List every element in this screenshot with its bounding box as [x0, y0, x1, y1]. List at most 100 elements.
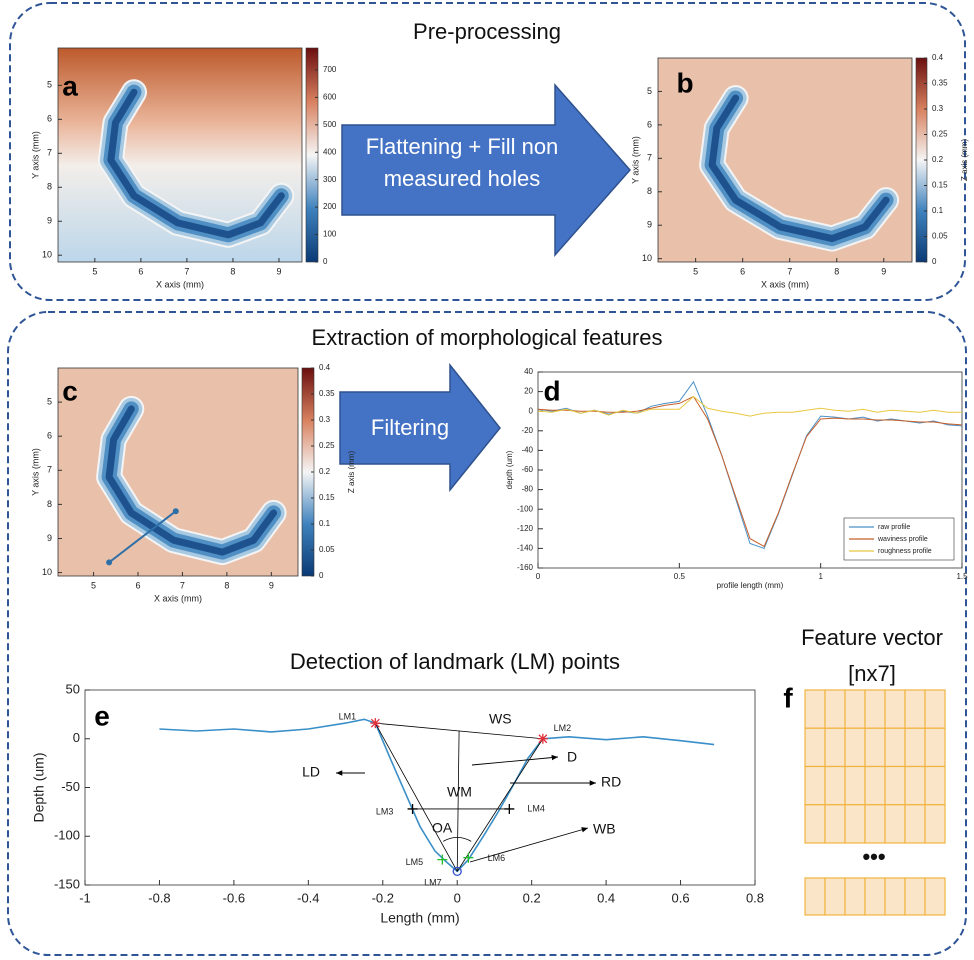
x-axis-label: X axis (mm)	[761, 279, 809, 289]
y-tick-label: 6	[47, 431, 52, 441]
x-tick-label: 0.4	[597, 890, 615, 905]
x-tick-label: 0.6	[672, 890, 690, 905]
x-tick-label: 7	[180, 580, 185, 590]
feature-cell	[885, 728, 905, 766]
y-tick-label: 10	[42, 567, 52, 577]
colorbar-label: 0.25	[932, 130, 948, 139]
arrow-label: Filtering	[371, 415, 449, 440]
legend-label: waviness profile	[877, 536, 928, 543]
y-tick-label: 6	[47, 114, 52, 124]
y-tick-label: 9	[47, 216, 52, 226]
colorbar-label: 0.4	[319, 363, 331, 372]
landmark-label: LM2	[554, 723, 572, 733]
feature-cell	[845, 805, 865, 843]
colorbar	[306, 48, 318, 262]
y-tick-label: 6	[647, 119, 652, 129]
feature-cell	[825, 805, 845, 843]
y-tick-label: -100	[517, 504, 534, 513]
landmark	[538, 734, 548, 744]
y-axis-label: Y axis (mm)	[30, 131, 40, 179]
feature-cell	[905, 767, 925, 805]
x-tick-label: -0.2	[372, 890, 394, 905]
landmark	[370, 718, 380, 728]
x-tick-label: -0.8	[148, 890, 170, 905]
landmark-label: LM1	[339, 712, 357, 722]
colorbar-label: 0.3	[319, 415, 331, 424]
feature-cell	[805, 878, 825, 915]
x-tick-label: 8	[834, 266, 839, 276]
feature-cell	[865, 690, 885, 728]
annotation: LD	[302, 764, 320, 780]
x-tick-label: 8	[230, 266, 235, 276]
y-tick-label: 10	[642, 253, 652, 263]
x-tick-label: -0.4	[297, 890, 319, 905]
y-tick-label: -80	[521, 485, 533, 494]
x-tick-label: 0	[536, 572, 541, 581]
feature-size: [nx7]	[848, 661, 896, 686]
feature-grid	[805, 690, 945, 915]
feature-cell	[845, 728, 865, 766]
landmark-label: LM3	[376, 806, 394, 816]
colorbar-label: 0.05	[319, 545, 335, 554]
feature-cell	[805, 767, 825, 805]
profile-end	[106, 559, 112, 565]
feature-cell	[825, 767, 845, 805]
y-tick-label: 0	[73, 730, 80, 745]
landmark-label: LM4	[527, 803, 545, 813]
y-tick-label: -140	[517, 544, 534, 553]
y-tick-label: 7	[47, 465, 52, 475]
annotation: WS	[489, 711, 512, 727]
feature-cell	[925, 690, 945, 728]
feature-cell	[805, 690, 825, 728]
annotation: WM	[447, 784, 472, 800]
y-tick-label: 8	[47, 182, 52, 192]
feature-cell	[865, 767, 885, 805]
x-tick-label: 9	[269, 580, 274, 590]
y-tick-label: -40	[521, 446, 533, 455]
colorbar-label: 300	[323, 175, 337, 184]
feature-cell	[905, 805, 925, 843]
x-axis-label: Length (mm)	[380, 910, 459, 926]
y-tick-label: 9	[647, 220, 652, 230]
x-tick-label: 9	[881, 266, 886, 276]
colorbar-label: 0.35	[932, 79, 948, 88]
x-tick-label: 5	[693, 266, 698, 276]
y-tick-label: 5	[647, 86, 652, 96]
y-tick-label: 50	[66, 681, 80, 696]
section-title: Extraction of morphological features	[312, 325, 663, 350]
y-axis-label: Y axis (mm)	[630, 136, 640, 184]
x-tick-label: 5	[91, 580, 96, 590]
y-tick-label: -120	[517, 524, 534, 533]
y-tick-label: -50	[61, 779, 80, 794]
x-tick-label: 6	[135, 580, 140, 590]
y-tick-label: -160	[517, 563, 534, 572]
feature-cell	[925, 728, 945, 766]
feature-cell	[905, 690, 925, 728]
arrow-label: Flattening + Fill non	[366, 134, 559, 159]
colorbar-title: Z axis (mm)	[960, 139, 969, 182]
y-tick-label: 7	[47, 148, 52, 158]
feature-cell	[825, 878, 845, 915]
colorbar-label: 0.35	[319, 389, 335, 398]
x-tick-label: -1	[79, 890, 91, 905]
x-tick-label: -0.6	[223, 890, 245, 905]
colorbar-label: 0	[932, 257, 937, 266]
feature-cell	[865, 805, 885, 843]
y-tick-label: -20	[521, 426, 533, 435]
y-tick-label: 10	[42, 250, 52, 260]
feature-cell	[805, 728, 825, 766]
colorbar-label: 0.2	[319, 467, 331, 476]
feature-cell	[845, 690, 865, 728]
panel-letter: f	[783, 682, 793, 713]
section-title: Detection of landmark (LM) points	[290, 649, 620, 674]
colorbar-label: 0.2	[932, 155, 944, 164]
colorbar-label: 500	[323, 120, 337, 129]
feature-title: Feature vector	[801, 625, 943, 650]
y-axis-label: Y axis (mm)	[30, 448, 40, 496]
x-tick-label: 1	[818, 572, 823, 581]
annotation: WB	[593, 821, 616, 837]
feature-cell	[925, 767, 945, 805]
feature-cell	[805, 805, 825, 843]
feature-cell	[905, 728, 925, 766]
y-tick-label: 8	[647, 186, 652, 196]
